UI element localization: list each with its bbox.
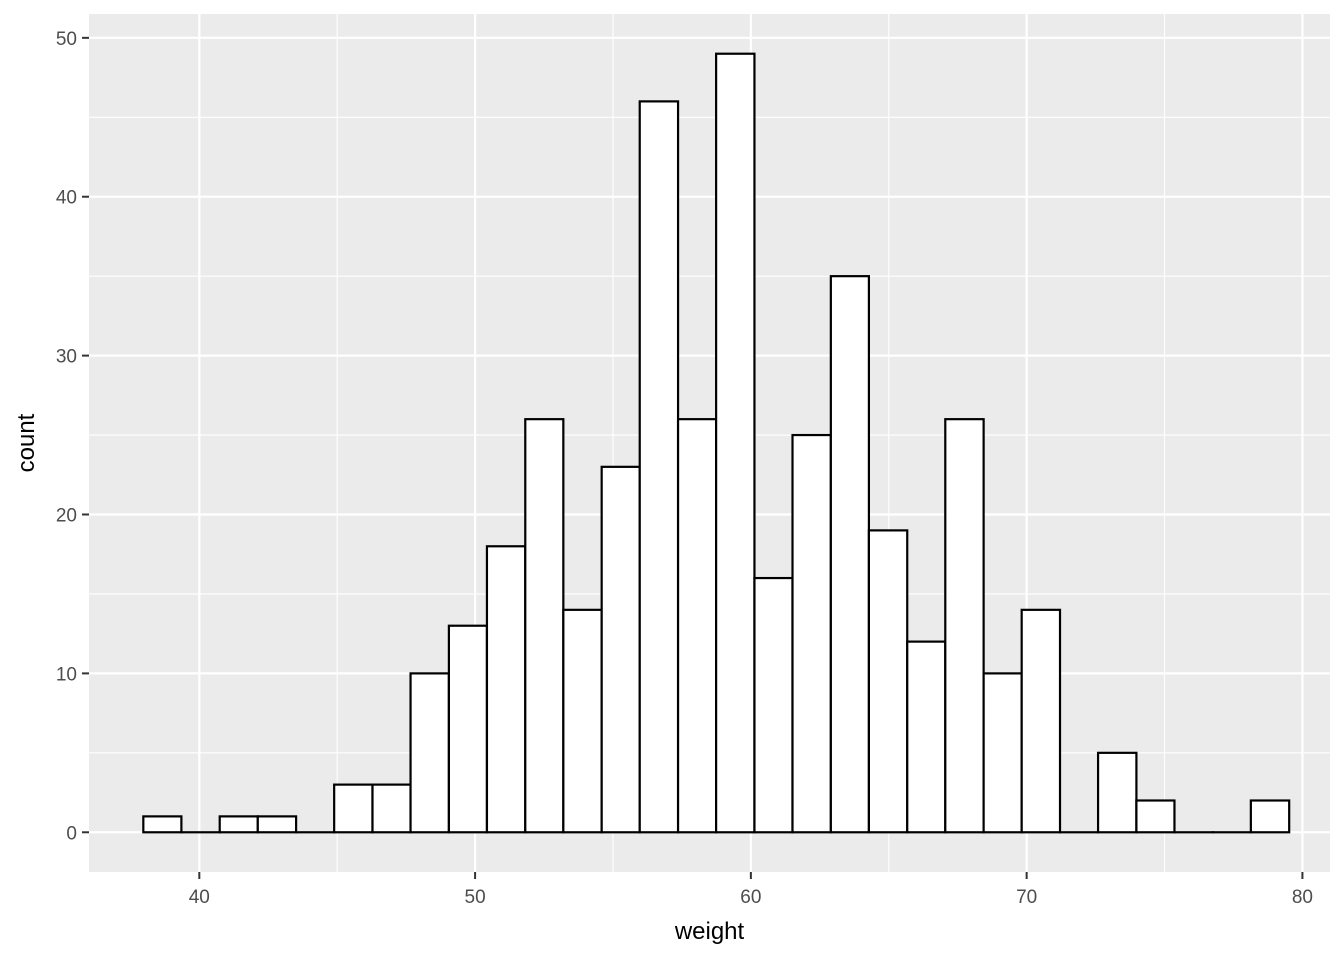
x-axis: 40 50 60 70 80 <box>189 872 1313 908</box>
histogram-bar <box>753 576 794 834</box>
histogram-bar <box>829 275 870 834</box>
histogram-bar <box>142 815 183 834</box>
histogram-bar <box>447 624 489 834</box>
histogram-bar <box>1135 799 1176 834</box>
x-tick-label: 70 <box>1016 887 1037 908</box>
y-tick-label: 20 <box>56 506 77 527</box>
histogram-bar <box>1020 608 1062 834</box>
histogram-bar <box>333 783 374 834</box>
histogram-bar <box>371 783 412 834</box>
y-axis: 0 10 20 30 40 50 <box>56 29 89 844</box>
histogram-bar <box>944 418 985 834</box>
histogram-bar <box>791 433 832 834</box>
y-tick-label: 30 <box>56 347 77 368</box>
y-tick-label: 10 <box>56 664 77 685</box>
histogram-bar <box>906 640 947 834</box>
histogram-bar <box>982 672 1023 834</box>
y-tick-label: 50 <box>56 29 77 50</box>
x-tick-label: 60 <box>740 887 761 908</box>
histogram-bar <box>600 465 641 834</box>
x-tick-label: 50 <box>465 887 486 908</box>
x-axis-title: weight <box>674 918 745 945</box>
histogram-bar <box>676 418 718 834</box>
histogram-bar <box>218 815 259 834</box>
histogram-bar <box>409 672 450 834</box>
x-tick-label: 40 <box>189 887 210 908</box>
histogram-bars <box>142 52 1291 834</box>
y-axis-title: count <box>13 413 40 472</box>
y-tick-label: 0 <box>66 823 77 844</box>
histogram-bar <box>1096 751 1138 834</box>
histogram-bar <box>867 529 909 834</box>
histogram-bar <box>524 418 565 834</box>
histogram-bar <box>562 608 603 834</box>
histogram-bar <box>485 545 527 834</box>
x-tick-label: 80 <box>1292 887 1313 908</box>
histogram-bar <box>715 52 756 834</box>
histogram-bar <box>256 815 298 834</box>
histogram-bar <box>638 100 680 834</box>
histogram-bar <box>1249 799 1291 834</box>
y-tick-label: 40 <box>56 188 77 209</box>
